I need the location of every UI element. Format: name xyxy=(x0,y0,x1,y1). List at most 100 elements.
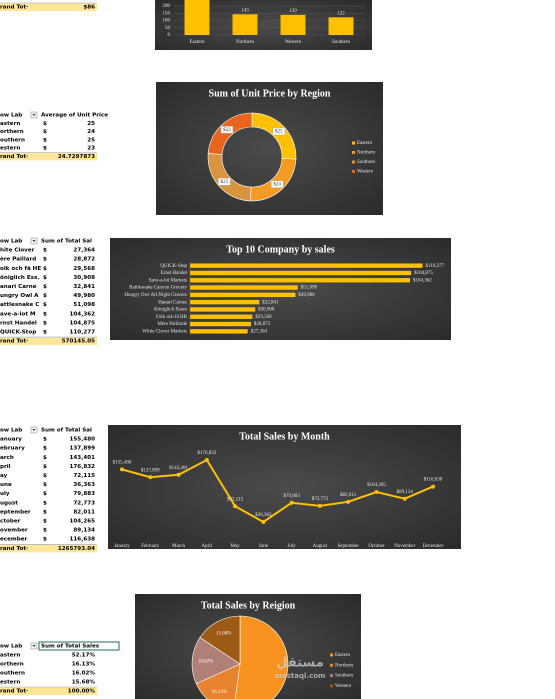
cell-value: 104,875 xyxy=(70,320,96,326)
pie-slice xyxy=(234,615,289,699)
bar xyxy=(190,263,423,268)
cell-value: 155,480 xyxy=(70,437,96,443)
x-tick-label: December xyxy=(423,544,444,549)
marker xyxy=(204,458,209,463)
y-tick-label: Ernst Handel xyxy=(161,271,188,276)
row-label: astern xyxy=(0,653,20,659)
currency-sign: $ xyxy=(43,473,47,479)
total-label: rand Tot· xyxy=(0,5,28,11)
y-tick-label: Königlich Essen xyxy=(154,308,187,313)
selected-cell xyxy=(38,641,120,651)
cell-value: 36,363 xyxy=(73,482,95,488)
legend-swatch xyxy=(352,141,355,145)
row-label-header: ow Lab xyxy=(0,239,22,245)
row-label: une xyxy=(0,482,12,488)
x-tick-label: Southern xyxy=(332,40,351,45)
currency-sign: $ xyxy=(43,528,47,534)
cell-value: 49,980 xyxy=(73,293,95,299)
currency-sign: $ xyxy=(43,293,47,299)
y-tick-label: Save-a-lot Markets xyxy=(149,278,187,283)
currency-sign: $ xyxy=(43,302,47,308)
data-label: $25 xyxy=(221,180,229,185)
bar xyxy=(190,299,260,305)
data-label: $116,638 xyxy=(424,478,443,483)
currency-sign: $ xyxy=(43,519,47,525)
y-tick-label: Hanari Carnes xyxy=(158,300,187,305)
currency-sign: $ xyxy=(43,257,47,263)
row-label: anuary xyxy=(0,437,22,443)
cell-value: 23 xyxy=(87,146,95,152)
marker xyxy=(120,467,124,472)
marker xyxy=(233,504,238,509)
x-tick-label: Western xyxy=(285,40,302,45)
row-label: ungry Owl A xyxy=(0,293,39,299)
total-value: 24.7297873 xyxy=(58,154,95,160)
x-tick-label: January xyxy=(114,544,130,549)
row-label: ave-a-lot M xyxy=(0,311,36,317)
row-label: ère Paillard xyxy=(0,256,36,263)
value-header: Sum of Total Sales xyxy=(41,644,100,650)
bar xyxy=(190,314,253,319)
row-label: estern xyxy=(0,146,20,152)
currency-sign: $ xyxy=(43,537,47,543)
legend-label: Western xyxy=(335,684,352,689)
cell-value: 137,899 xyxy=(70,446,96,452)
total-value: $86 xyxy=(83,5,95,11)
marker xyxy=(402,496,407,501)
currency-sign: $ xyxy=(43,248,47,254)
legend-swatch xyxy=(330,674,333,678)
currency-sign: $ xyxy=(43,455,47,461)
total-row xyxy=(0,152,97,161)
total-label: rand Tot· xyxy=(0,689,28,695)
data-label: $104,265 xyxy=(367,483,386,488)
row-label: ugust xyxy=(0,500,18,506)
cell-value: 30,908 xyxy=(73,275,95,281)
marker xyxy=(346,499,351,504)
x-tick-label: Northern xyxy=(236,40,255,45)
currency-sign: $ xyxy=(43,491,47,497)
cell-value: 89,134 xyxy=(73,528,95,534)
y-tick-label: White Clover Markets xyxy=(142,329,187,334)
y-tick-label: 100 xyxy=(163,19,171,24)
bar xyxy=(190,307,256,312)
row-label: öniglich Ess. xyxy=(0,275,39,281)
legend-label: Southern xyxy=(357,160,376,165)
x-tick-label: April xyxy=(202,544,213,549)
data-label: $49,980 xyxy=(298,293,315,298)
bar xyxy=(280,14,306,35)
cell-value: 110,277 xyxy=(70,330,96,336)
row-label: estern xyxy=(0,680,20,686)
legend-swatch xyxy=(352,170,355,173)
value-header: Sum of Total Sal xyxy=(41,239,92,245)
legend-label: Eastern xyxy=(335,653,350,658)
marker xyxy=(261,519,266,524)
cell-value: 15.68% xyxy=(72,680,96,686)
legend-swatch xyxy=(330,653,333,657)
currency-sign: $ xyxy=(43,284,47,290)
cell-value: 52.17% xyxy=(72,653,96,659)
data-label: 139 xyxy=(289,9,297,14)
data-label: $36,363 xyxy=(255,513,272,518)
x-tick-label: October xyxy=(368,544,384,549)
row-label: outhern xyxy=(0,137,25,143)
x-tick-label: June xyxy=(259,544,269,549)
currency-sign: $ xyxy=(43,266,47,272)
y-tick-label: 50 xyxy=(165,26,171,31)
currency-sign: $ xyxy=(43,146,47,152)
chart-area xyxy=(108,425,461,549)
row-label: eptember xyxy=(0,509,31,515)
currency-sign: $ xyxy=(43,320,47,326)
chart-title: Top 10 Company by sales xyxy=(226,244,335,255)
row-label: ay xyxy=(0,473,8,479)
total-row xyxy=(0,337,97,346)
cell-value: 28,872 xyxy=(73,257,95,263)
data-label: 143 xyxy=(241,8,249,13)
chart-title: Total Sales by Reigion xyxy=(201,600,296,611)
total-value: 570145.05 xyxy=(62,339,95,345)
data-label: $104,875 xyxy=(414,271,433,276)
y-tick-label: QUICK-Stop xyxy=(160,264,187,269)
line xyxy=(121,458,434,524)
filter-arrow xyxy=(32,240,36,242)
row-label: uly xyxy=(0,491,10,497)
row-label: pril xyxy=(0,464,11,470)
